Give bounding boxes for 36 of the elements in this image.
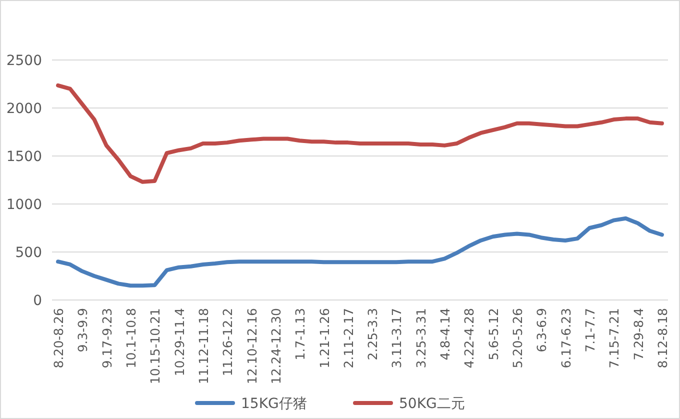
x-tick-label: 12.24-12.30 <box>268 308 284 384</box>
x-tick-label: 2.11-2.17 <box>340 308 356 368</box>
x-tick-label: 7.15-7.21 <box>606 308 622 368</box>
x-tick-label: 8.20-8.26 <box>51 308 66 368</box>
x-tick-label: 4.22-4.28 <box>462 308 477 368</box>
legend-label: 50KG二元 <box>399 396 465 412</box>
x-tick-label: 4.8-4.14 <box>438 308 453 360</box>
x-tick-label: 7.1-7.7 <box>582 308 598 352</box>
x-tick-label: 10.15-10.21 <box>148 308 163 384</box>
y-tick-label: 500 <box>15 245 42 261</box>
x-tick-label: 9.3-9.9 <box>75 308 90 352</box>
x-tick-label: 5.20-5.26 <box>510 308 526 368</box>
line-series <box>56 83 664 184</box>
x-tick-label: 1.7-1.13 <box>292 308 308 360</box>
x-tick-label: 7.29-8.4 <box>630 308 646 360</box>
x-tick-label: 8.12-8.18 <box>654 308 670 368</box>
y-tick-label: 2000 <box>6 101 42 117</box>
x-tick-label: 2.25-3.3 <box>365 308 380 360</box>
x-tick-label: 3.25-3.31 <box>413 308 428 368</box>
line-series <box>56 216 664 288</box>
legend-label: 15KG仔猪 <box>241 396 307 412</box>
x-tick-label: 6.3-6.9 <box>534 308 550 352</box>
x-tick-label: 1.21-1.26 <box>316 308 332 368</box>
x-tick-label: 10.1-10.8 <box>124 308 139 368</box>
x-tick-label: 11.26-12.2 <box>220 308 236 376</box>
x-tick-label: 5.6-5.12 <box>486 308 501 360</box>
y-tick-label: 0 <box>33 293 42 309</box>
x-tick-label: 3.11-3.17 <box>389 308 404 368</box>
x-tick-label: 12.10-12.16 <box>244 308 260 384</box>
y-tick-label: 2500 <box>6 53 42 69</box>
x-tick-label: 6.17-6.23 <box>558 308 574 368</box>
y-tick-label: 1000 <box>6 197 42 213</box>
x-tick-label: 10.29-11.4 <box>172 308 187 376</box>
x-tick-label: 9.17-9.23 <box>99 308 114 368</box>
y-tick-label: 1500 <box>6 149 42 165</box>
x-tick-label: 11.12-11.18 <box>196 308 211 384</box>
